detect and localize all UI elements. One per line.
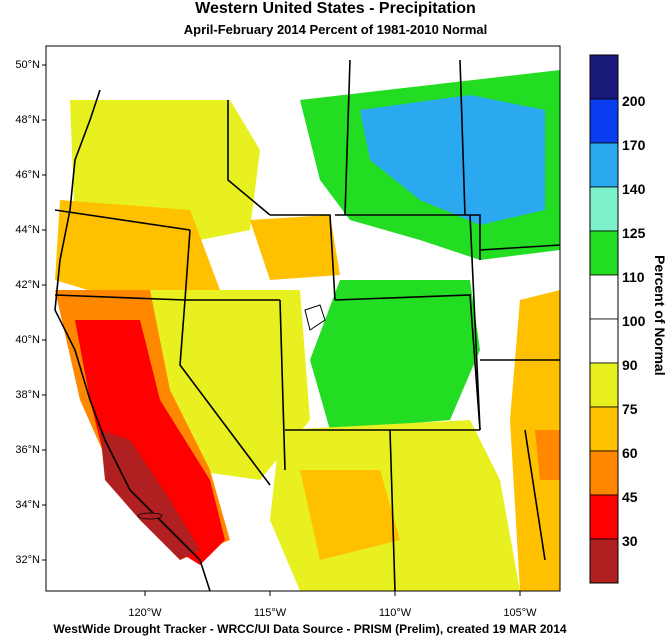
legend-label: 110 xyxy=(622,269,645,285)
legend-label: 75 xyxy=(622,401,638,417)
legend-label: 90 xyxy=(622,357,638,373)
dry-region-east-plains xyxy=(510,290,560,591)
lat-ticks xyxy=(42,64,46,561)
legend-swatch xyxy=(589,538,619,584)
legend-swatch xyxy=(589,230,619,276)
map-footer: WestWide Drought Tracker - WRCC/UI Data … xyxy=(53,622,567,636)
lon-label: 110°W xyxy=(378,607,412,619)
legend-swatch xyxy=(589,318,619,364)
legend-label: 30 xyxy=(622,533,638,549)
state-boundaries xyxy=(54,59,560,591)
map-layers xyxy=(54,59,560,591)
lat-label: 34°N xyxy=(15,499,40,511)
legend-frame xyxy=(589,54,619,584)
legend-label: 140 xyxy=(622,181,646,197)
extreme-dry-region-socal xyxy=(100,430,200,560)
lon-label: 105°W xyxy=(503,607,537,619)
legend-label: 45 xyxy=(622,489,638,505)
legend-swatch xyxy=(589,494,619,540)
channel-islands xyxy=(137,512,163,520)
legend-color-bar xyxy=(589,54,619,584)
dry-region-east-plains-2 xyxy=(535,430,560,480)
lat-label: 36°N xyxy=(15,444,40,456)
dry-region-oregon xyxy=(55,200,220,300)
very-dry-region-california xyxy=(75,320,225,565)
dry-region-arizona-south xyxy=(300,470,400,560)
legend-label: 200 xyxy=(622,93,646,109)
legend-swatch xyxy=(589,362,619,408)
lat-label: 38°N xyxy=(15,389,40,401)
lat-label: 48°N xyxy=(15,114,40,126)
dry-region-idaho xyxy=(250,215,340,280)
lat-label: 46°N xyxy=(15,169,40,181)
legend-label: 100 xyxy=(622,313,646,329)
lat-label: 40°N xyxy=(15,334,40,346)
map-title: Western United States - Precipitation xyxy=(195,0,476,17)
legend-label: 125 xyxy=(622,225,646,241)
legend-swatch xyxy=(589,274,619,320)
legend-swatch xyxy=(589,142,619,188)
coastline xyxy=(54,89,211,591)
lat-label: 42°N xyxy=(15,279,40,291)
legend-swatch xyxy=(589,98,619,144)
legend-swatch xyxy=(589,406,619,452)
map-subtitle: April-February 2014 Percent of 1981-2010… xyxy=(183,22,488,37)
legend-swatch xyxy=(589,450,619,496)
legend-swatch xyxy=(589,186,619,232)
lon-label: 115°W xyxy=(253,607,287,619)
legend-title: Percent of Normal xyxy=(652,255,668,376)
map-frame xyxy=(45,45,561,592)
lat-label: 32°N xyxy=(15,554,40,566)
lat-label: 44°N xyxy=(15,224,40,236)
wet-region-colorado xyxy=(310,280,480,430)
legend-swatch xyxy=(589,54,619,100)
lat-label: 50°N xyxy=(15,59,40,71)
lon-ticks xyxy=(144,591,521,596)
great-salt-lake xyxy=(304,304,326,331)
lon-label: 120°W xyxy=(128,607,162,619)
very-wet-region-montana xyxy=(360,95,545,225)
legend-label: 60 xyxy=(622,445,638,461)
legend-label: 170 xyxy=(622,137,646,153)
